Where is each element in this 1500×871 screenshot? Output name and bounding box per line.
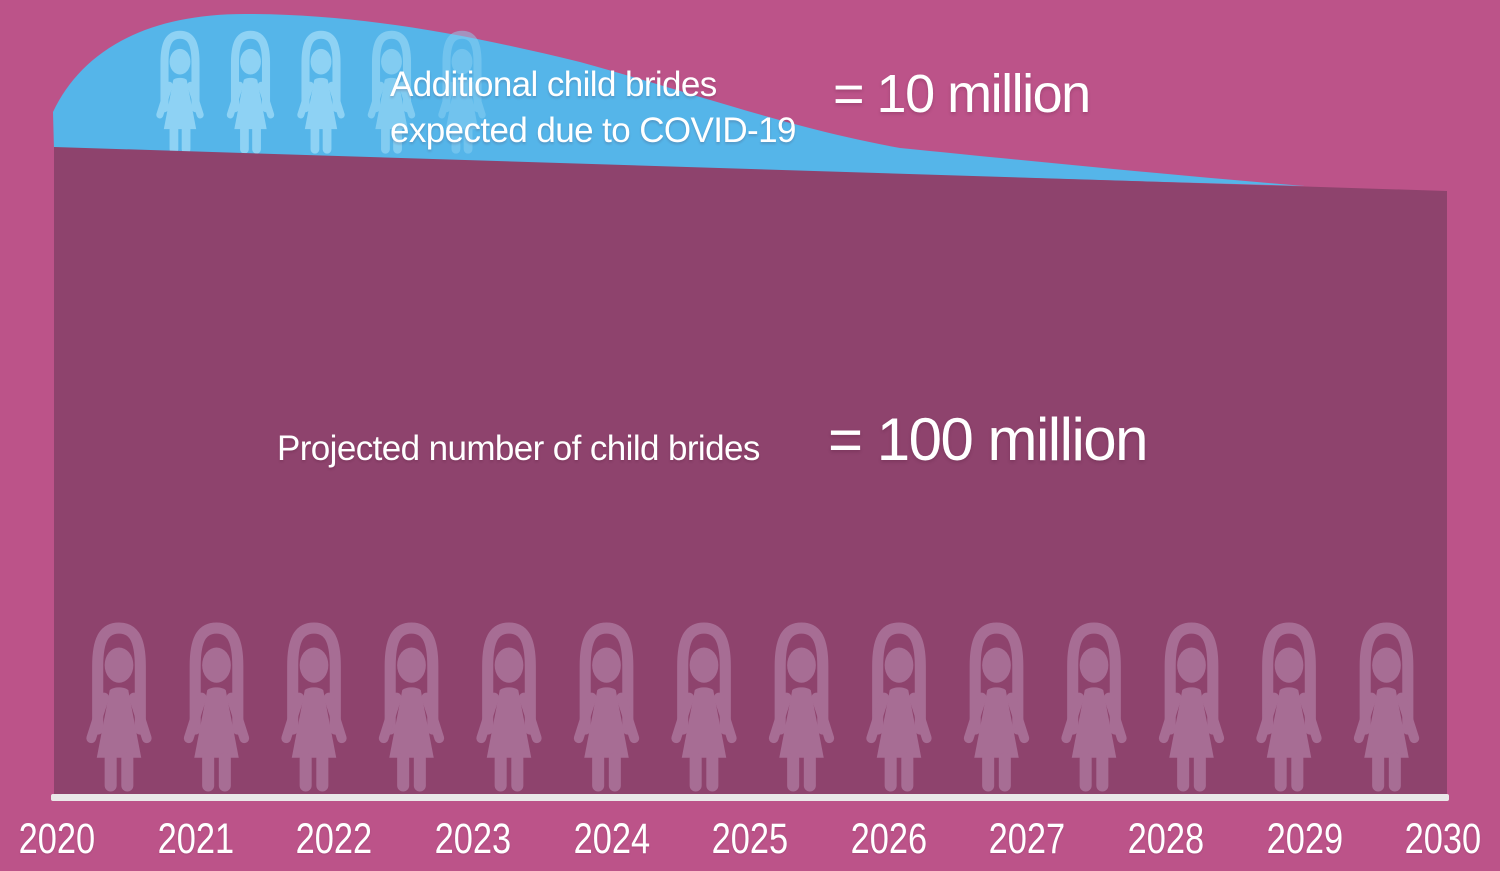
year-label: 2020 xyxy=(0,818,137,861)
covid-annotation-line2: expected due to COVID-19 xyxy=(390,111,796,150)
year-label: 2029 xyxy=(1225,818,1385,861)
year-label: 2021 xyxy=(116,818,276,861)
year-label-text: 2021 xyxy=(157,815,234,863)
year-label: 2024 xyxy=(531,818,691,861)
year-label-text: 2025 xyxy=(711,815,789,863)
year-label-text: 2030 xyxy=(1404,815,1482,863)
year-label: 2023 xyxy=(393,818,553,861)
projected-annotation-label: Projected number of child brides xyxy=(277,429,760,468)
year-label-text: 2022 xyxy=(295,815,373,863)
year-label: 2027 xyxy=(947,818,1107,861)
year-label: 2022 xyxy=(254,818,414,861)
year-label-text: 2029 xyxy=(1266,815,1343,863)
year-label-text: 2027 xyxy=(989,815,1066,863)
covid-annotation-value: = 10 million xyxy=(833,64,1091,124)
year-label: 2025 xyxy=(670,818,830,861)
covid-annotation-label: Additional child brides expected due to … xyxy=(390,62,796,154)
year-label: 2026 xyxy=(809,818,969,861)
covid-annotation-line1: Additional child brides xyxy=(390,65,717,104)
year-label-text: 2028 xyxy=(1127,815,1205,863)
year-label: 2030 xyxy=(1363,818,1500,861)
year-label-text: 2020 xyxy=(18,815,96,863)
x-axis-line xyxy=(51,794,1449,801)
year-label: 2028 xyxy=(1086,818,1246,861)
year-label-text: 2024 xyxy=(573,815,650,863)
year-label-text: 2023 xyxy=(434,815,512,863)
projected-annotation-value: = 100 million xyxy=(828,406,1149,473)
covid-area-shape xyxy=(53,14,1305,186)
year-label-text: 2026 xyxy=(850,815,927,863)
